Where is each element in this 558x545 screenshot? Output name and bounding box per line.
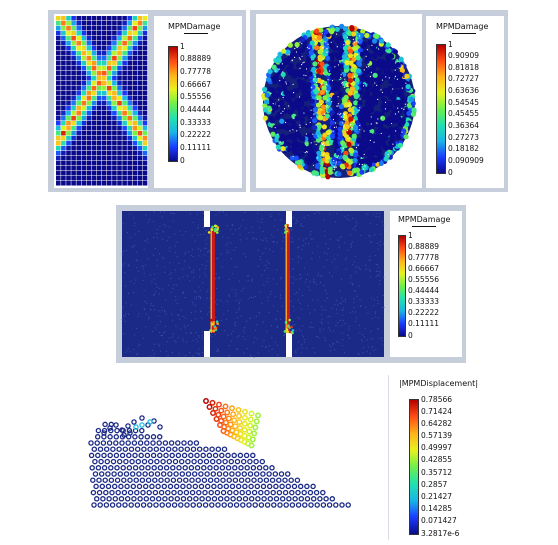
legend-tick-label: 0.77778 [180, 66, 212, 76]
color-bar [436, 44, 446, 174]
legend-tick-label: 0.72727 [448, 74, 480, 84]
legend-tick-label: 0 [180, 155, 185, 165]
panel-bottom-displacement: |MPMDisplacement| 0.78566 0.71424 0.64282 0… [70, 375, 546, 540]
legend-tick-label: 0.88889 [180, 54, 212, 64]
legend-tick-label: 0.49997 [421, 443, 453, 453]
legend-title: MPMDamage [168, 22, 221, 31]
legend-tick-label: 0.90909 [448, 51, 480, 61]
panel-middle-damage-notched-plate: MPMDamage 1 0.88889 0.77778 0.66667 0.55556 0… [116, 205, 466, 363]
legend-tick-label: 0.57139 [421, 431, 453, 441]
legend-tick-label: 0.090909 [448, 155, 484, 165]
legend-tick-label: 0.11111 [180, 142, 212, 152]
legend-tick-label: 0 [448, 167, 453, 177]
legend-title: MPMDamage [398, 215, 451, 224]
legend-tick-label: 0.54545 [448, 97, 480, 107]
color-bar [409, 399, 419, 535]
legend-tick-label: 0.55556 [408, 274, 440, 284]
legend-tick-label: 0.77778 [408, 252, 440, 262]
legend: |MPMDisplacement| 0.78566 0.71424 0.64282 0… [388, 375, 545, 540]
legend-tick-label: 0.27273 [448, 132, 480, 142]
legend-tick-label: 0.2857 [421, 479, 448, 489]
legend: MPMDamage 1 0.90909 0.81818 0.72727 0.63636 0… [426, 16, 504, 188]
legend-tick-label: 3.2817e-6 [421, 528, 460, 538]
damage-plate-plot [121, 210, 385, 358]
legend-tick-label: 0.66667 [180, 79, 212, 89]
color-bar [168, 46, 178, 162]
legend-tick-label: 0.78566 [421, 394, 453, 404]
legend-title: |MPMDisplacement| [399, 379, 479, 388]
legend-tick-label: 0.33333 [408, 297, 440, 307]
legend-tick-label: 0.21427 [421, 491, 453, 501]
legend-tick-label: 0.45455 [448, 109, 480, 119]
legend-tick-label: 0.55556 [180, 92, 212, 102]
legend-tick-label: 0.22222 [180, 130, 212, 140]
color-bar [398, 235, 406, 337]
legend-tick-label: 0.66667 [408, 263, 440, 273]
legend-tick-label: 0.36364 [448, 120, 480, 130]
damage-grid-plot [54, 14, 148, 188]
legend-tick-label: 0.11111 [408, 319, 440, 329]
legend-tick-label: 1 [408, 230, 413, 240]
panel-top-left-damage-grid: MPMDamage 1 0.88889 0.77778 0.66667 0.55556 0… [48, 10, 246, 192]
legend-tick-label: 0.64282 [421, 418, 453, 428]
legend-tick-label: 0.44444 [408, 286, 440, 296]
legend-tick-label: 0.42855 [421, 455, 453, 465]
legend-tick-label: 1 [180, 41, 185, 51]
panel-top-right-damage-disk: MPMDamage 1 0.90909 0.81818 0.72727 0.63636 0… [250, 10, 508, 192]
legend: MPMDamage 1 0.88889 0.77778 0.66667 0.55556 0… [154, 16, 242, 188]
legend-tick-label: 0.81818 [448, 62, 480, 72]
legend-tick-label: 0.071427 [421, 516, 457, 526]
legend-tick-label: 0.88889 [408, 241, 440, 251]
legend-tick-label: 0 [408, 330, 413, 340]
legend-title: MPMDamage [436, 22, 489, 31]
legend-tick-label: 0.44444 [180, 104, 212, 114]
legend-tick-label: 0.22222 [408, 308, 440, 318]
legend-tick-label: 0.71424 [421, 406, 453, 416]
legend: MPMDamage 1 0.88889 0.77778 0.66667 0.55556 0… [390, 211, 462, 357]
legend-tick-label: 0.33333 [180, 117, 212, 127]
legend-tick-label: 0.63636 [448, 86, 480, 96]
damage-disk-plot [256, 14, 422, 188]
legend-tick-label: 1 [448, 39, 453, 49]
displacement-plot [70, 375, 388, 540]
legend-tick-label: 0.35712 [421, 467, 453, 477]
legend-tick-label: 0.14285 [421, 504, 453, 514]
legend-tick-label: 0.18182 [448, 144, 480, 154]
